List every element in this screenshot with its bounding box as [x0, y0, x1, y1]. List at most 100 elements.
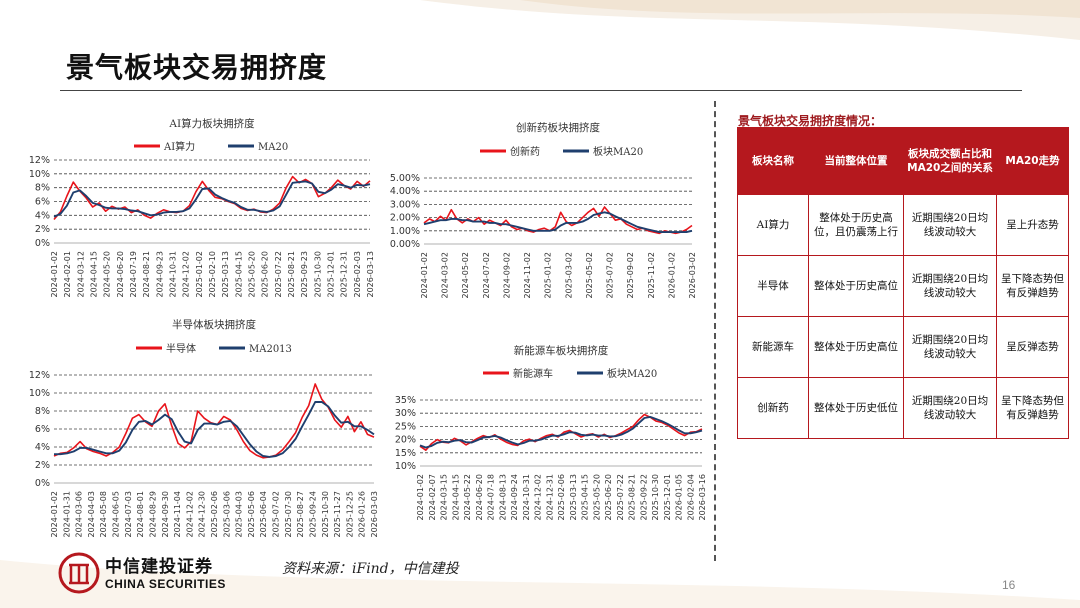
y-tick-label: 25% — [395, 421, 416, 432]
x-tick-label: 2025-12-25 — [345, 491, 354, 538]
x-tick-label: 2025-03-06 — [222, 491, 231, 538]
x-tick-label: 2025-07-22 — [616, 474, 625, 521]
x-tick-label: 2024-01-02 — [50, 251, 59, 298]
header-ma20-relation: 板块成交额占比和MA20之间的关系 — [903, 127, 997, 195]
header-current-position: 当前整体位置 — [808, 127, 904, 195]
y-tick-label: 6% — [35, 197, 50, 208]
vertical-dashed-divider — [714, 101, 716, 561]
series-line-ma — [53, 180, 371, 218]
y-tick-label: 15% — [395, 448, 416, 459]
x-tick-label: 2024-07-19 — [129, 251, 138, 298]
x-tick-label: 2025-09-22 — [639, 474, 648, 521]
x-tick-label: 2024-01-02 — [50, 491, 59, 538]
y-tick-label: 3.00% — [390, 199, 420, 210]
y-tick-label: 35% — [395, 395, 416, 406]
cell-relation: 近期围绕20日均线波动较大 — [903, 194, 997, 256]
page-number: 16 — [1002, 578, 1016, 592]
chart-legend: AI算力 MA20 — [134, 140, 288, 153]
y-tick-label: 20% — [395, 435, 416, 446]
x-tick-label: 2024-06-20 — [116, 251, 125, 298]
x-tick-label: 2025-10-30 — [313, 251, 322, 298]
x-tick-label: 2025-11-27 — [333, 491, 342, 538]
x-tick-label: 2025-04-03 — [235, 491, 244, 538]
x-tick-label: 2024-12-02 — [185, 491, 194, 538]
x-tick-label: 2024-06-05 — [112, 491, 121, 538]
x-tick-label: 2025-06-20 — [261, 251, 270, 298]
chart-semiconductor: 半导体板块拥挤度 半导体 MA2013 0% 2% 4% 6% 8% 10% 12% 2024-01… — [8, 315, 379, 555]
chart-ai-compute: AI算力板块拥挤度 AI算力 MA20 0% 2% 4% 6% 8% 10% 12% 2024-01… — [8, 113, 378, 318]
x-tick-label: 2026-01-26 — [358, 491, 367, 538]
panel-title: 景气板块交易拥挤度情况： — [738, 114, 883, 128]
crowding-summary-table: 板块名称 当前整体位置 板块成交额占比和MA20之间的关系 MA20走势 AI算… — [737, 127, 1069, 439]
x-tick-label: 2025-07-30 — [284, 491, 293, 538]
x-tick-label: 2026-03-02 — [688, 252, 697, 299]
x-tick-label: 2025-03-13 — [221, 251, 230, 297]
y-tick-label: 0% — [35, 478, 50, 489]
x-tick-label: 2025-12-31 — [340, 251, 349, 298]
x-tick-label: 2025-07-22 — [274, 251, 283, 298]
cell-trend: 呈反弹态势 — [996, 316, 1069, 378]
legend-label: AI算力 — [163, 140, 195, 153]
legend-label: 创新药 — [510, 145, 540, 158]
x-tick-label: 2025-09-24 — [308, 491, 317, 538]
x-tick-label: 2024-11-02 — [523, 252, 532, 299]
x-tick-label: 2024-08-13 — [498, 474, 507, 521]
table-row: 创新药 整体处于历史低位 近期围绕20日均线波动较大 呈下降态势但有反弹趋势 — [737, 377, 1069, 439]
x-tick-label: 2024-05-22 — [463, 474, 472, 521]
x-tick-label: 2024-07-18 — [487, 474, 496, 521]
y-tick-label: 0% — [35, 238, 50, 249]
legend-label: MA20 — [258, 142, 288, 153]
china-securities-logo-icon — [58, 552, 100, 594]
x-tick-label: 2024-05-02 — [461, 252, 470, 299]
page-title: 景气板块交易拥挤度 — [66, 51, 328, 84]
cell-position: 整体处于历史高位 — [808, 255, 904, 317]
x-tick-label: 2024-04-15 — [451, 474, 460, 521]
y-tick-label: 2% — [35, 460, 50, 471]
chart-innovative-drug: 创新药板块拥挤度 创新药 板块MA20 0.00% 1.00% 2.00% 3.00% 4.0… — [376, 118, 714, 318]
cell-position: 整体处于历史高位，且仍震荡上行 — [808, 194, 904, 256]
chart-title: AI算力板块拥挤度 — [168, 117, 255, 130]
y-tick-label: 4.00% — [390, 186, 420, 197]
series-line-ma — [419, 415, 703, 449]
series-line-ma — [423, 211, 693, 234]
x-tick-label: 2024-09-30 — [161, 491, 170, 538]
table-header-row: 板块名称 当前整体位置 板块成交额占比和MA20之间的关系 MA20走势 — [737, 127, 1069, 195]
chart-legend: 创新药 板块MA20 — [480, 145, 643, 158]
x-tick-label: 2025-03-02 — [564, 252, 573, 299]
chart-title: 半导体板块拥挤度 — [172, 318, 256, 331]
cell-sector: 半导体 — [737, 255, 809, 317]
cell-trend: 呈下降态势但有反弹趋势 — [996, 255, 1069, 317]
x-tick-label: 2024-12-30 — [198, 491, 207, 538]
y-tick-label: 10% — [29, 169, 50, 180]
x-tick-label: 2024-02-01 — [63, 251, 72, 298]
x-tick-label: 2024-03-06 — [75, 491, 84, 538]
source-note: 资料来源：iFind，中信建投 — [282, 561, 459, 577]
x-tick-label: 2024-03-12 — [76, 251, 85, 298]
cell-sector: 新能源车 — [737, 316, 809, 378]
x-tick-label: 2025-10-30 — [651, 474, 660, 521]
x-tick-label: 2024-04-03 — [87, 491, 96, 538]
x-tick-label: 2024-01-31 — [62, 491, 71, 538]
x-tick-label: 2025-09-23 — [300, 251, 309, 298]
cell-sector: AI算力 — [737, 194, 809, 256]
series-line-primary — [423, 206, 693, 235]
x-tick-label: 2025-02-06 — [210, 491, 219, 538]
series-line-ma — [54, 401, 375, 458]
series-line-primary — [53, 175, 371, 221]
x-tick-label: 2025-08-21 — [287, 251, 296, 298]
chart-new-energy-vehicle: 新能源车板块拥挤度 新能源车 板块MA20 10% 15% 20% 25% 30% 35% 202… — [376, 340, 714, 555]
table-row: 半导体 整体处于历史高位 近期围绕20日均线波动较大 呈下降态势但有反弹趋势 — [737, 255, 1069, 317]
x-tick-label: 2025-09-02 — [626, 252, 635, 299]
chart-legend: 新能源车 板块MA20 — [483, 367, 657, 380]
legend-label: 板块MA20 — [607, 367, 657, 380]
cell-position: 整体处于历史低位 — [808, 377, 904, 439]
x-tick-label: 2025-07-02 — [606, 252, 615, 299]
x-tick-label: 2024-09-24 — [510, 474, 519, 521]
cell-trend: 呈上升态势 — [996, 194, 1069, 256]
legend-label: 半导体 — [166, 342, 196, 355]
x-tick-label: 2024-01-02 — [416, 474, 425, 521]
x-tick-label: 2025-04-15 — [581, 474, 590, 521]
x-tick-label: 2025-02-10 — [208, 251, 217, 298]
y-tick-label: 10% — [395, 461, 416, 472]
